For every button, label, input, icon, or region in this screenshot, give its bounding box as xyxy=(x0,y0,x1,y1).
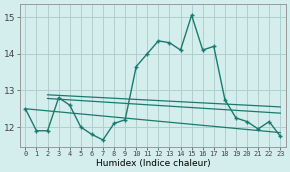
X-axis label: Humidex (Indice chaleur): Humidex (Indice chaleur) xyxy=(95,159,210,168)
